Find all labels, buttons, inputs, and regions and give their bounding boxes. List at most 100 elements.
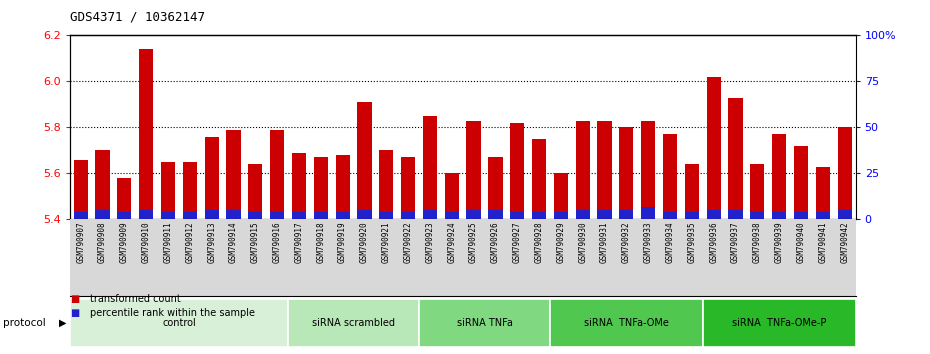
Bar: [357, 210, 372, 219]
Text: GSM790937: GSM790937: [731, 221, 740, 263]
Bar: [488, 210, 502, 219]
Bar: [226, 210, 241, 219]
Bar: [663, 212, 677, 219]
Bar: [772, 212, 786, 219]
Text: GSM790928: GSM790928: [535, 221, 543, 263]
Bar: [751, 164, 764, 219]
Text: GSM790914: GSM790914: [229, 221, 238, 263]
Bar: [205, 210, 219, 219]
Text: GSM790926: GSM790926: [491, 221, 500, 263]
Text: GSM790929: GSM790929: [556, 221, 565, 263]
Bar: [161, 212, 175, 219]
Text: GSM790917: GSM790917: [295, 221, 303, 263]
Text: siRNA scrambled: siRNA scrambled: [312, 318, 395, 328]
Text: GDS4371 / 10362147: GDS4371 / 10362147: [70, 11, 205, 24]
Text: GSM790931: GSM790931: [600, 221, 609, 263]
Bar: [357, 102, 372, 219]
Bar: [707, 77, 721, 219]
Text: GSM790934: GSM790934: [666, 221, 674, 263]
Bar: [140, 49, 153, 219]
Text: GSM790925: GSM790925: [469, 221, 478, 263]
Bar: [248, 212, 262, 219]
Text: GSM790939: GSM790939: [775, 221, 784, 263]
Bar: [684, 164, 699, 219]
Bar: [161, 162, 175, 219]
Bar: [140, 210, 153, 219]
Text: ▶: ▶: [59, 318, 66, 328]
Bar: [73, 212, 87, 219]
Bar: [401, 158, 415, 219]
Text: GSM790920: GSM790920: [360, 221, 369, 263]
Bar: [511, 212, 525, 219]
Bar: [401, 212, 415, 219]
Text: protocol: protocol: [3, 318, 46, 328]
Text: GSM790910: GSM790910: [141, 221, 151, 263]
Bar: [73, 160, 87, 219]
Bar: [445, 212, 458, 219]
Bar: [270, 130, 285, 219]
Text: GSM790923: GSM790923: [425, 221, 434, 263]
Text: GSM790908: GSM790908: [98, 221, 107, 263]
Bar: [423, 116, 437, 219]
Text: GSM790921: GSM790921: [382, 221, 391, 263]
Bar: [838, 127, 852, 219]
Bar: [182, 162, 197, 219]
Text: GSM790909: GSM790909: [120, 221, 129, 263]
Text: GSM790936: GSM790936: [710, 221, 718, 263]
Bar: [445, 173, 458, 219]
Bar: [248, 164, 262, 219]
Bar: [816, 167, 830, 219]
Bar: [96, 210, 110, 219]
Text: transformed count: transformed count: [90, 294, 181, 304]
Text: ■: ■: [70, 294, 79, 304]
Bar: [794, 146, 808, 219]
Bar: [117, 178, 131, 219]
Bar: [728, 98, 743, 219]
Bar: [205, 137, 219, 219]
Text: GSM790912: GSM790912: [185, 221, 194, 263]
Bar: [182, 212, 197, 219]
Bar: [619, 210, 633, 219]
Bar: [423, 210, 437, 219]
Bar: [751, 212, 764, 219]
Bar: [641, 207, 656, 219]
Text: GSM790942: GSM790942: [840, 221, 849, 263]
Bar: [96, 150, 110, 219]
Text: GSM790935: GSM790935: [687, 221, 697, 263]
Text: GSM790940: GSM790940: [796, 221, 805, 263]
Text: siRNA  TNFa-OMe: siRNA TNFa-OMe: [584, 318, 669, 328]
Bar: [511, 123, 525, 219]
Text: siRNA TNFa: siRNA TNFa: [457, 318, 512, 328]
Bar: [467, 121, 481, 219]
Text: GSM790918: GSM790918: [316, 221, 326, 263]
Bar: [532, 139, 546, 219]
Bar: [270, 212, 285, 219]
Text: GSM790924: GSM790924: [447, 221, 457, 263]
Text: GSM790916: GSM790916: [272, 221, 282, 263]
Bar: [576, 210, 590, 219]
Bar: [728, 210, 743, 219]
Bar: [597, 121, 612, 219]
Bar: [70, 299, 288, 347]
Bar: [772, 135, 786, 219]
Bar: [292, 153, 306, 219]
Bar: [336, 155, 350, 219]
Text: GSM790933: GSM790933: [644, 221, 653, 263]
Bar: [641, 121, 656, 219]
Text: GSM790938: GSM790938: [753, 221, 762, 263]
Bar: [550, 299, 703, 347]
Text: GSM790922: GSM790922: [404, 221, 413, 263]
Text: GSM790927: GSM790927: [512, 221, 522, 263]
Text: siRNA  TNFa-OMe-P: siRNA TNFa-OMe-P: [732, 318, 827, 328]
Bar: [597, 210, 612, 219]
Bar: [379, 150, 393, 219]
Text: GSM790913: GSM790913: [207, 221, 216, 263]
Text: ■: ■: [70, 308, 79, 318]
Text: GSM790907: GSM790907: [76, 221, 86, 263]
Text: GSM790911: GSM790911: [164, 221, 172, 263]
Bar: [576, 121, 590, 219]
Bar: [467, 210, 481, 219]
Bar: [488, 158, 502, 219]
Bar: [117, 212, 131, 219]
Bar: [663, 135, 677, 219]
